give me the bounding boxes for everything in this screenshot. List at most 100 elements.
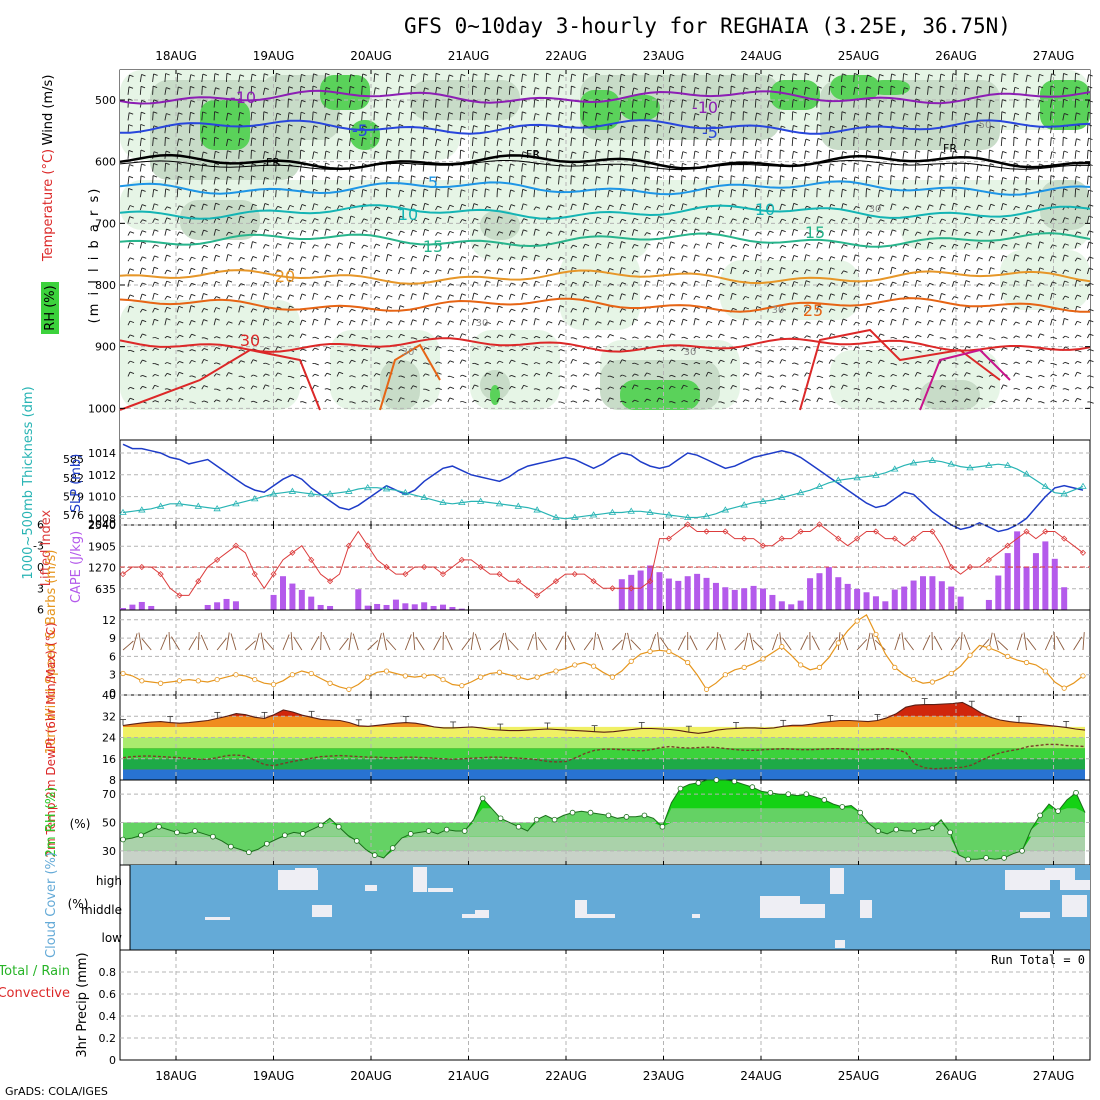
wind-barb-flag xyxy=(744,150,749,154)
wind-barb xyxy=(951,296,955,300)
wind-barb xyxy=(927,230,930,236)
wind-barb-flag xyxy=(1026,86,1032,89)
wind-barb xyxy=(361,348,365,352)
wind-barb xyxy=(201,86,203,95)
wind-barb xyxy=(631,137,634,147)
wind10m-point xyxy=(158,680,164,686)
lifted-index-point xyxy=(214,556,221,563)
wind-barb xyxy=(717,333,721,339)
wind-barb-flag xyxy=(191,375,196,378)
wind-barb-flag xyxy=(1089,230,1094,233)
wind-barb xyxy=(336,188,339,198)
wind-barb-flag xyxy=(1039,99,1044,103)
wind-barb-flag xyxy=(498,205,504,208)
wind-barb xyxy=(176,188,179,198)
wind-barb-flag xyxy=(388,398,393,401)
wind-barb-flag xyxy=(461,267,466,270)
rh-mid-area xyxy=(480,210,520,240)
wind10m-barb xyxy=(216,638,227,651)
wind-barb xyxy=(1050,137,1052,147)
wind-barb xyxy=(853,254,856,262)
wind-barb xyxy=(1013,346,1017,351)
wind-barb xyxy=(595,335,598,339)
wind-barb xyxy=(324,113,327,121)
wind-barb xyxy=(582,362,586,365)
wind-barb xyxy=(336,138,339,147)
wind-barb xyxy=(275,280,278,287)
wind-barb xyxy=(459,348,463,352)
wind-barb xyxy=(840,137,843,147)
rh2m-point xyxy=(533,816,540,823)
wind-barb-flag xyxy=(609,334,614,337)
wind-barb-flag xyxy=(585,388,590,391)
temp2m-line xyxy=(122,701,1086,734)
wind-barb-flag xyxy=(511,256,516,259)
wind-barb xyxy=(631,292,635,300)
wind-barb-flag xyxy=(792,136,798,140)
wind-barb xyxy=(816,283,820,288)
wind-barb xyxy=(631,218,635,223)
wind-barb-flag xyxy=(522,111,527,114)
wind-barb-flag xyxy=(165,162,170,165)
wind-barb xyxy=(545,398,549,403)
wind-barb xyxy=(508,293,512,300)
wind-barb xyxy=(730,255,733,262)
wind-barb-flag xyxy=(720,385,725,389)
wind-barb xyxy=(521,347,525,352)
thickness-point xyxy=(834,476,843,483)
cape-bar xyxy=(694,573,701,610)
wind-barb-flag xyxy=(314,281,319,284)
wind-barb-flag xyxy=(154,229,159,232)
wind-barb-flag xyxy=(277,306,282,309)
wind-barb xyxy=(201,175,203,185)
wind-barb-flag xyxy=(436,254,442,257)
wind-barb-flag xyxy=(314,229,319,232)
wind-barb-flag xyxy=(276,112,282,116)
wind-barb xyxy=(828,74,831,83)
wind-barb-flag xyxy=(671,348,676,352)
wind-barb xyxy=(410,267,413,275)
wind-barb-flag xyxy=(326,254,331,257)
wind-barb xyxy=(238,74,241,83)
wind-barb-flag xyxy=(511,359,516,363)
wind-barb xyxy=(1013,232,1017,236)
temp2m-axis-label: 2m Temp 2m DewPt (6hr Min/Max) (°C) xyxy=(44,622,58,857)
wind-barb xyxy=(226,398,229,403)
wind-barb xyxy=(533,176,536,185)
wind-barb-flag xyxy=(1014,162,1019,165)
wind-barb xyxy=(176,216,180,223)
wind-barb xyxy=(127,320,131,326)
wind-barb xyxy=(877,219,881,224)
wind-barb xyxy=(1013,361,1017,364)
wind-barb-flag xyxy=(731,175,736,178)
wind-barb-flag xyxy=(239,175,244,179)
wind10m-point xyxy=(252,676,258,683)
wind-barb-flag xyxy=(337,86,343,89)
lifted-index-line xyxy=(122,523,1084,597)
wind-barb xyxy=(1074,371,1078,377)
wind-barb xyxy=(570,86,572,95)
wind-barb-flag xyxy=(387,216,393,219)
wind-barb-flag xyxy=(991,337,996,340)
wind-barb xyxy=(1025,176,1028,185)
wind-barb-flag xyxy=(707,268,713,271)
wind-barb xyxy=(152,137,154,147)
wind-barb-flag xyxy=(965,138,970,141)
wind-barb xyxy=(1074,387,1078,390)
cloud-level-label: middle xyxy=(81,903,122,917)
wind-barb-flag xyxy=(548,257,553,261)
wind-barb-flag xyxy=(264,73,269,76)
thickness-point xyxy=(476,497,485,504)
wind-barb xyxy=(742,229,746,236)
wind-barb-flag xyxy=(263,162,269,166)
wind-barb-flag xyxy=(239,137,245,141)
wind-barb-flag xyxy=(571,163,576,166)
wind-barb-flag xyxy=(621,229,626,233)
wind-barb-flag xyxy=(584,254,589,258)
wind-barb-flag xyxy=(585,336,590,339)
wind-barb xyxy=(250,74,253,83)
wind-barb xyxy=(496,164,499,172)
wind-barb xyxy=(459,400,463,403)
wind-barb xyxy=(890,307,893,313)
wind-barb xyxy=(1086,74,1090,83)
